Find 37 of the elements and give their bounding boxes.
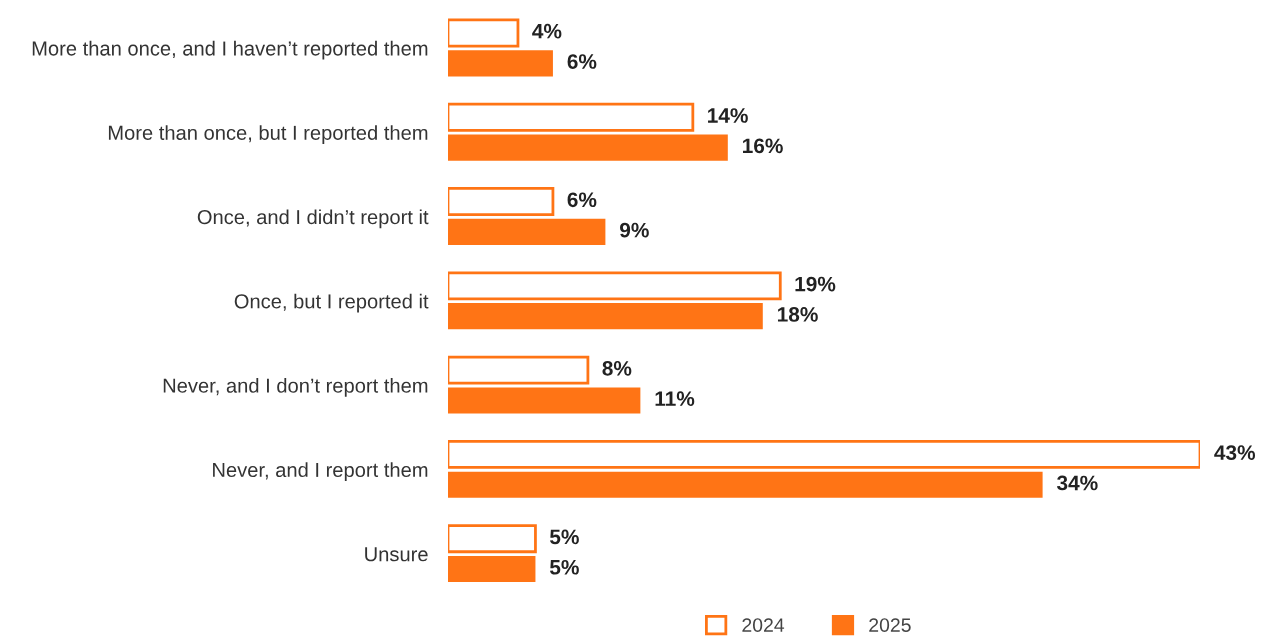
y-tick-label: More than once, and I haven’t reported them <box>32 40 428 60</box>
bar <box>448 271 782 301</box>
bar <box>448 134 728 161</box>
bar <box>448 387 641 414</box>
bar <box>448 524 537 554</box>
legend-label: 2025 <box>869 618 911 632</box>
bar <box>448 555 536 583</box>
data-label: 43% <box>1214 445 1256 461</box>
bar <box>448 102 695 132</box>
y-tick-label: Unsure <box>365 547 428 562</box>
y-tick-label: Once, but I reported it <box>234 293 429 313</box>
data-label: 11% <box>655 391 695 407</box>
bar <box>448 18 520 48</box>
data-label: 6% <box>567 54 597 69</box>
bar <box>448 439 1200 469</box>
data-label: 6% <box>567 192 597 208</box>
y-tick-label: Once, and I didn’t report it <box>197 209 429 229</box>
data-label: 18% <box>777 307 818 322</box>
y-tick-label: More than once, but I reported them <box>108 125 428 144</box>
bar <box>448 187 555 216</box>
data-label: 5% <box>549 559 579 575</box>
y-tick-label: Never, and I report them <box>213 462 428 482</box>
bar <box>448 355 590 385</box>
data-label: 8% <box>602 360 632 376</box>
data-label: 4% <box>532 23 562 39</box>
data-label: 34% <box>1056 475 1098 491</box>
data-label: 16% <box>743 138 783 154</box>
bar <box>448 50 553 77</box>
bar <box>448 218 606 245</box>
data-label: 19% <box>795 276 836 292</box>
data-label: 5% <box>549 529 579 545</box>
bar <box>448 471 1043 498</box>
data-label: 14% <box>708 108 748 123</box>
y-tick-label: Never, and I don’t report them <box>163 377 428 397</box>
bar <box>448 303 763 330</box>
data-label: 9% <box>620 222 649 238</box>
legend-label: 2024 <box>742 618 785 632</box>
